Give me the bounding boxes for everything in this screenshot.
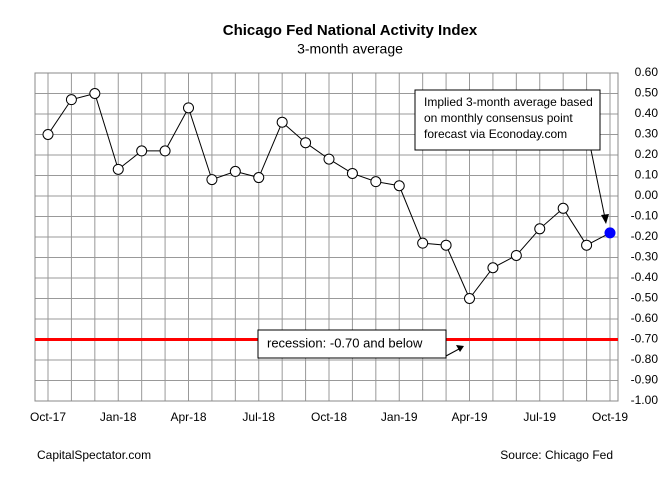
marker <box>276 116 288 128</box>
x-tick-label: Oct-19 <box>592 410 628 424</box>
y-tick-label: 0.10 <box>635 168 659 182</box>
x-tick-label: Jul-19 <box>523 410 556 424</box>
annotation-text: Implied 3-month average based <box>424 95 593 109</box>
marker <box>464 293 475 304</box>
marker <box>487 262 499 274</box>
y-tick-label: -0.20 <box>631 229 659 243</box>
marker <box>440 239 452 251</box>
marker <box>112 163 124 175</box>
marker <box>183 102 194 114</box>
x-tick-label: Oct-17 <box>30 410 66 424</box>
annotation-box <box>414 89 601 151</box>
y-tick-label: -0.10 <box>631 209 659 223</box>
arrowhead <box>456 345 464 352</box>
recession-arrow <box>445 348 460 357</box>
annotation-text: forecast via Econoday.com <box>424 127 567 141</box>
y-tick-label: -0.90 <box>631 373 659 387</box>
marker <box>89 88 101 99</box>
annotation-text: on monthly consensus point <box>424 111 573 125</box>
chart-subtitle: 3-month average <box>297 41 403 57</box>
marker <box>253 172 265 184</box>
y-tick-label: 0.30 <box>635 127 659 141</box>
marker <box>159 145 171 157</box>
recession-box <box>257 329 447 359</box>
marker <box>581 239 593 251</box>
y-tick-label: -0.70 <box>631 332 659 346</box>
y-tick-label: 0.00 <box>635 188 659 202</box>
marker <box>65 94 77 106</box>
x-tick-label: Jan-19 <box>381 410 418 424</box>
arrowhead <box>601 214 609 224</box>
y-tick-label: -0.50 <box>631 291 659 305</box>
annotation-arrow <box>590 149 606 219</box>
x-tick-label: Jan-18 <box>100 410 137 424</box>
y-tick-label: 0.50 <box>635 86 659 100</box>
marker <box>42 129 54 140</box>
marker <box>323 153 335 165</box>
y-tick-label: -0.30 <box>631 250 659 264</box>
marker <box>206 174 218 186</box>
y-tick-label: -0.80 <box>631 352 659 366</box>
y-tick-label: -0.40 <box>631 270 659 284</box>
marker <box>417 237 429 249</box>
footer-left: CapitalSpectator.com <box>37 448 151 462</box>
y-tick-label: -0.60 <box>631 311 659 325</box>
marker <box>229 165 241 177</box>
x-tick-label: Apr-18 <box>170 410 206 424</box>
x-tick-label: Jul-18 <box>242 410 275 424</box>
plot-frame <box>34 72 619 402</box>
y-tick-label: 0.60 <box>635 65 659 79</box>
marker <box>510 249 522 261</box>
y-tick-label: 0.20 <box>635 147 659 161</box>
x-tick-label: Apr-19 <box>451 410 487 424</box>
marker <box>393 180 405 192</box>
chart-title: Chicago Fed National Activity Index <box>223 22 478 39</box>
marker <box>557 202 569 214</box>
marker <box>370 176 382 188</box>
marker <box>346 167 358 179</box>
forecast-marker <box>604 227 616 239</box>
y-tick-label: -1.00 <box>631 393 659 407</box>
y-tick-label: 0.40 <box>635 106 659 120</box>
marker <box>300 137 312 149</box>
x-tick-label: Oct-18 <box>311 410 347 424</box>
marker <box>534 223 546 235</box>
recession-label: recession: -0.70 and below <box>267 335 423 350</box>
marker <box>136 145 148 157</box>
footer-right: Source: Chicago Fed <box>500 448 613 462</box>
